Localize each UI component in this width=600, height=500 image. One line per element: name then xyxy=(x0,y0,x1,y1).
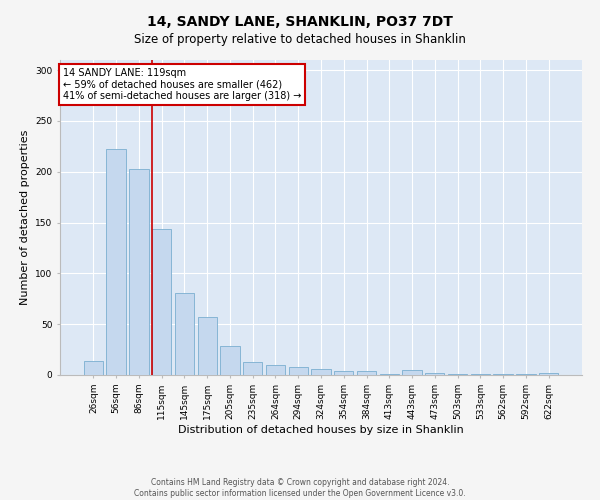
Bar xyxy=(197,317,217,375)
Bar xyxy=(106,150,126,375)
Y-axis label: Number of detached properties: Number of detached properties xyxy=(20,130,29,305)
Text: 14, SANDY LANE, SHANKLIN, PO37 7DT: 14, SANDY LANE, SHANKLIN, PO37 7DT xyxy=(147,15,453,29)
Bar xyxy=(380,374,399,375)
Bar xyxy=(84,361,103,375)
Bar xyxy=(470,374,490,375)
Bar xyxy=(243,362,262,375)
Bar xyxy=(493,374,513,375)
Bar xyxy=(516,374,536,375)
Bar xyxy=(289,367,308,375)
Bar xyxy=(403,370,422,375)
Bar xyxy=(129,168,149,375)
Bar xyxy=(357,371,376,375)
X-axis label: Distribution of detached houses by size in Shanklin: Distribution of detached houses by size … xyxy=(178,424,464,434)
Bar xyxy=(175,292,194,375)
Bar xyxy=(425,373,445,375)
Bar xyxy=(448,374,467,375)
Text: Size of property relative to detached houses in Shanklin: Size of property relative to detached ho… xyxy=(134,32,466,46)
Bar xyxy=(266,365,285,375)
Bar xyxy=(539,373,558,375)
Bar xyxy=(311,369,331,375)
Text: Contains HM Land Registry data © Crown copyright and database right 2024.
Contai: Contains HM Land Registry data © Crown c… xyxy=(134,478,466,498)
Bar xyxy=(220,346,239,375)
Text: 14 SANDY LANE: 119sqm
← 59% of detached houses are smaller (462)
41% of semi-det: 14 SANDY LANE: 119sqm ← 59% of detached … xyxy=(62,68,301,101)
Bar xyxy=(334,371,353,375)
Bar xyxy=(152,228,172,375)
